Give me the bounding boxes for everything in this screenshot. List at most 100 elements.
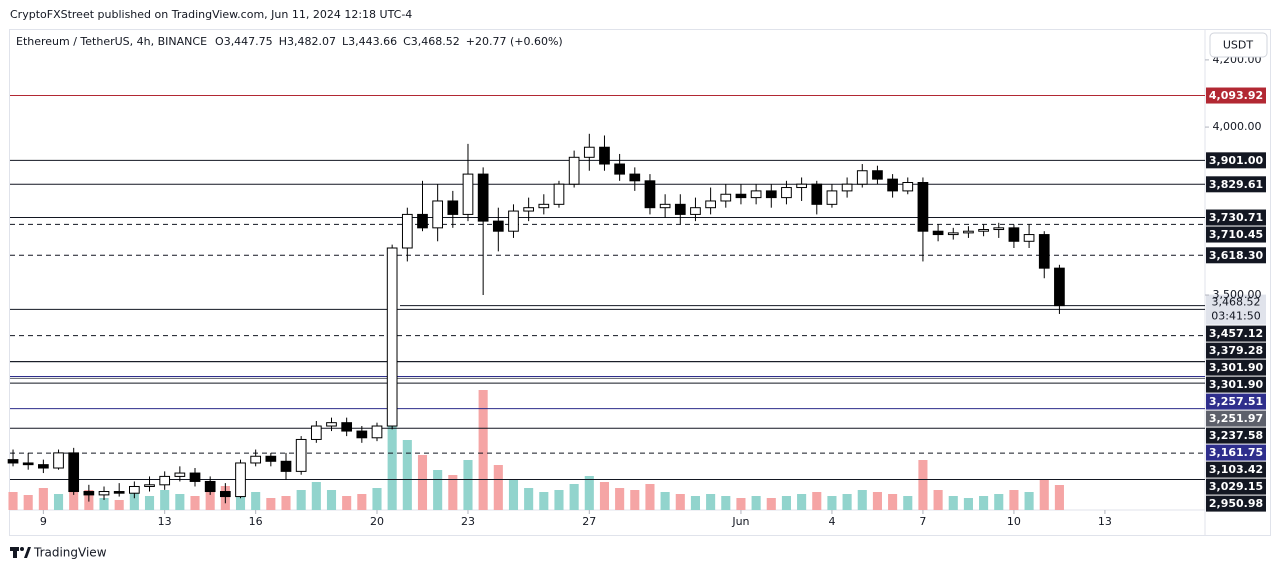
level-label-bg bbox=[1206, 478, 1266, 495]
volume-bar bbox=[584, 476, 594, 510]
volume-bar bbox=[433, 470, 443, 510]
volume-bar bbox=[948, 496, 958, 510]
volume-bar bbox=[205, 492, 215, 510]
volume-bar bbox=[387, 400, 397, 510]
volume-bar bbox=[508, 480, 519, 510]
candle-body bbox=[38, 464, 49, 469]
x-tick-label: Jun bbox=[731, 515, 749, 528]
currency[interactable]: USDT bbox=[1223, 39, 1254, 52]
volume-bar bbox=[797, 494, 807, 510]
volume-bar bbox=[357, 494, 367, 510]
volume-bar bbox=[53, 494, 64, 510]
legend-value: L3,443.66 bbox=[342, 35, 397, 48]
candle-body bbox=[599, 146, 610, 165]
candle-body bbox=[932, 230, 944, 236]
volume-bar bbox=[8, 492, 18, 510]
level-label: 3,301.90 bbox=[1209, 378, 1264, 391]
candle-body bbox=[401, 213, 413, 249]
candle-body bbox=[735, 193, 747, 199]
volume-pane bbox=[8, 390, 1064, 510]
level-label-bg bbox=[1206, 444, 1266, 461]
candle-body bbox=[144, 484, 155, 487]
level-label-bg bbox=[1206, 410, 1266, 427]
level-label-bg bbox=[1206, 176, 1266, 193]
level-label: 3,257.51 bbox=[1209, 395, 1263, 408]
candle-body bbox=[856, 170, 868, 185]
candle-body bbox=[583, 146, 595, 158]
candle-body bbox=[690, 207, 701, 215]
levels: 4,093.92 3,901.00 3,829.61 3,730.71 3,710.45… bbox=[10, 87, 1266, 512]
candle-body bbox=[644, 180, 656, 209]
x-tick-label: 20 bbox=[370, 515, 384, 528]
currency-button[interactable] bbox=[1209, 32, 1268, 58]
volume-bar bbox=[1039, 480, 1049, 510]
level-label-bg bbox=[1206, 247, 1266, 264]
volume-bar bbox=[1009, 490, 1019, 510]
volume-bar bbox=[448, 475, 458, 510]
candle-body bbox=[902, 181, 914, 192]
volume-bar bbox=[554, 490, 564, 510]
candle-body bbox=[386, 247, 398, 427]
volume-bar bbox=[645, 484, 655, 510]
volume-bar bbox=[615, 488, 625, 510]
level-label: 3,029.15 bbox=[1209, 480, 1263, 493]
volume-bar bbox=[281, 496, 291, 510]
volume-bar bbox=[660, 492, 670, 510]
candle-body bbox=[796, 183, 807, 189]
volume-bar bbox=[190, 496, 200, 510]
volume-bar bbox=[524, 488, 534, 510]
candle-body bbox=[477, 173, 489, 222]
volume-bar bbox=[781, 496, 791, 510]
volume-bar bbox=[175, 494, 185, 510]
candle-body bbox=[1008, 227, 1020, 242]
volume-bar bbox=[599, 482, 610, 510]
level-label: 3,237.58 bbox=[1209, 429, 1263, 442]
level-label: 3,618.30 bbox=[1209, 249, 1264, 262]
level-label-bg bbox=[1206, 87, 1266, 104]
x-tick-label: 10 bbox=[1007, 515, 1021, 528]
x-tick-label: 13 bbox=[158, 515, 172, 528]
candle-body bbox=[750, 190, 762, 199]
price-label: 3,468.52 bbox=[1212, 296, 1261, 309]
candle-body bbox=[872, 170, 883, 180]
candle-body bbox=[765, 190, 777, 199]
volume-bar bbox=[129, 492, 139, 510]
level-label: 3,710.45 bbox=[1209, 228, 1263, 241]
legend-value: H3,482.07 bbox=[279, 35, 336, 48]
candle-body bbox=[22, 462, 34, 466]
logo-mark bbox=[20, 547, 24, 551]
level-label-bg bbox=[1206, 325, 1266, 342]
candle-body bbox=[68, 452, 80, 493]
candle-body bbox=[129, 485, 140, 494]
level-label-bg bbox=[1206, 342, 1266, 359]
level-label-bg bbox=[1206, 226, 1266, 243]
volume-bar bbox=[979, 496, 989, 510]
logo-mark bbox=[24, 547, 31, 558]
volume-bar bbox=[402, 440, 412, 510]
candle-body bbox=[917, 181, 929, 232]
candle-body bbox=[356, 430, 368, 439]
candle-body bbox=[841, 183, 853, 192]
level-label-bg bbox=[1206, 376, 1266, 393]
price-label-bg bbox=[1206, 294, 1266, 325]
level-label: 4,093.92 bbox=[1209, 89, 1263, 102]
volume-bar bbox=[888, 494, 898, 510]
level-label: 3,457.12 bbox=[1209, 327, 1263, 340]
volume-bar bbox=[842, 494, 852, 510]
candle-body bbox=[417, 213, 428, 229]
volume-bar bbox=[918, 460, 928, 510]
candle-body bbox=[235, 462, 246, 498]
candle-body bbox=[963, 230, 974, 234]
level-label-bg bbox=[1206, 359, 1266, 376]
volume-bar bbox=[23, 495, 33, 510]
candle-body bbox=[310, 425, 322, 440]
logo: TradingView bbox=[10, 546, 107, 560]
candle-body bbox=[993, 227, 1005, 231]
volume-bar bbox=[933, 490, 943, 510]
candle-body bbox=[811, 183, 823, 205]
level-label-bg bbox=[1206, 152, 1266, 169]
volume-bar bbox=[827, 496, 837, 510]
volume-bar bbox=[69, 480, 79, 510]
volume-bar bbox=[417, 455, 428, 510]
